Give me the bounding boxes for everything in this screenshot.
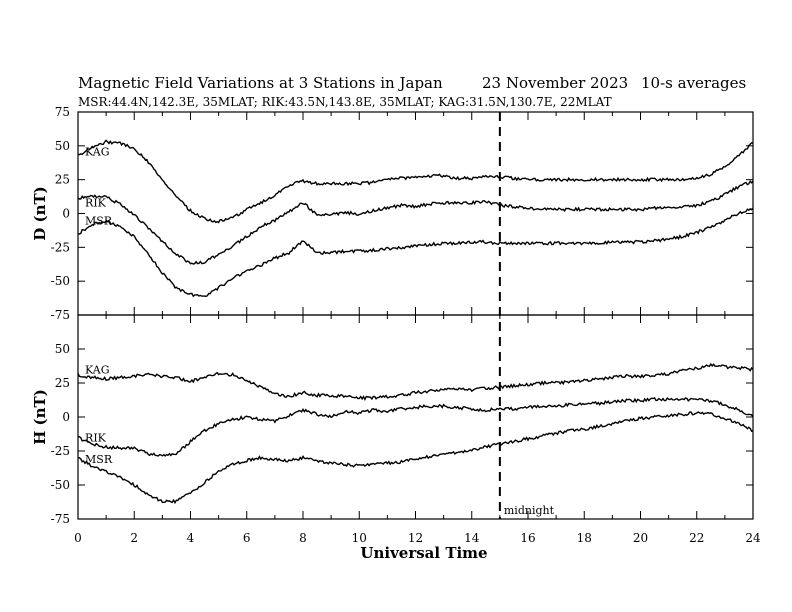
x-tick-label: 20 — [633, 531, 648, 545]
y-tick-label: 75 — [55, 105, 70, 119]
series-label-rik: RIK — [85, 431, 107, 444]
series-label-rik: RIK — [85, 197, 107, 210]
x-tick-label: 6 — [243, 531, 251, 545]
plot-frame — [77, 111, 754, 316]
y-axis-label: D (nT) — [31, 186, 49, 241]
y-tick-label: -25 — [51, 444, 70, 458]
panel-0: 75 50 25 0 -25 -50 -75 D (nT) KAG RIK MSR — [31, 105, 754, 322]
chart-title: Magnetic Field Variations at 3 Stations … — [78, 74, 443, 92]
x-tick-label: 0 — [74, 531, 82, 545]
series-line-kag — [77, 362, 754, 401]
y-tick-label: 50 — [55, 342, 70, 356]
x-tick-label: 12 — [408, 531, 423, 545]
x-tick-label: 16 — [520, 531, 535, 545]
x-tick-label: 24 — [745, 531, 761, 545]
y-tick-label: 0 — [62, 410, 70, 424]
plot-panels: 75 50 25 0 -25 -50 -75 D (nT) KAG RIK MSR 50 25 0 -25 -… — [31, 105, 761, 545]
series-line-msr — [77, 411, 754, 505]
y-tick-label: 25 — [55, 173, 70, 187]
y-tick-label: 25 — [55, 376, 70, 390]
chart-cadence: 10-s averages — [641, 74, 746, 92]
series-line-kag — [77, 139, 754, 224]
x-tick-label: 2 — [130, 531, 138, 545]
series-label-kag: KAG — [85, 363, 110, 376]
x-tick-label: 10 — [352, 531, 367, 545]
y-tick-label: -50 — [51, 478, 70, 492]
series-line-rik — [77, 180, 754, 265]
y-tick-label: 50 — [55, 139, 70, 153]
series-label-msr: MSR — [85, 214, 113, 227]
x-tick-label: 8 — [299, 531, 307, 545]
y-tick-label: -75 — [51, 512, 70, 526]
station-coordinates: MSR:44.4N,142.3E, 35MLAT; RIK:43.5N,143.… — [78, 95, 612, 109]
x-tick-label: 22 — [689, 531, 704, 545]
series-line-msr — [77, 207, 754, 298]
y-tick-label: -75 — [51, 308, 70, 322]
series-label-kag: KAG — [85, 145, 110, 158]
x-tick-label: 14 — [464, 531, 480, 545]
series-label-msr: MSR — [85, 453, 113, 466]
y-axis-label: H (nT) — [31, 389, 49, 445]
y-tick-label: -50 — [51, 274, 70, 288]
x-tick-label: 4 — [187, 531, 195, 545]
series-line-rik — [77, 397, 754, 457]
x-tick-label: 18 — [577, 531, 592, 545]
midnight-label: midnight — [504, 504, 555, 517]
y-tick-label: 0 — [62, 207, 70, 221]
y-tick-label: -25 — [51, 240, 70, 254]
x-axis-label: Universal Time — [360, 544, 487, 562]
chart-date: 23 November 2023 — [482, 74, 628, 92]
